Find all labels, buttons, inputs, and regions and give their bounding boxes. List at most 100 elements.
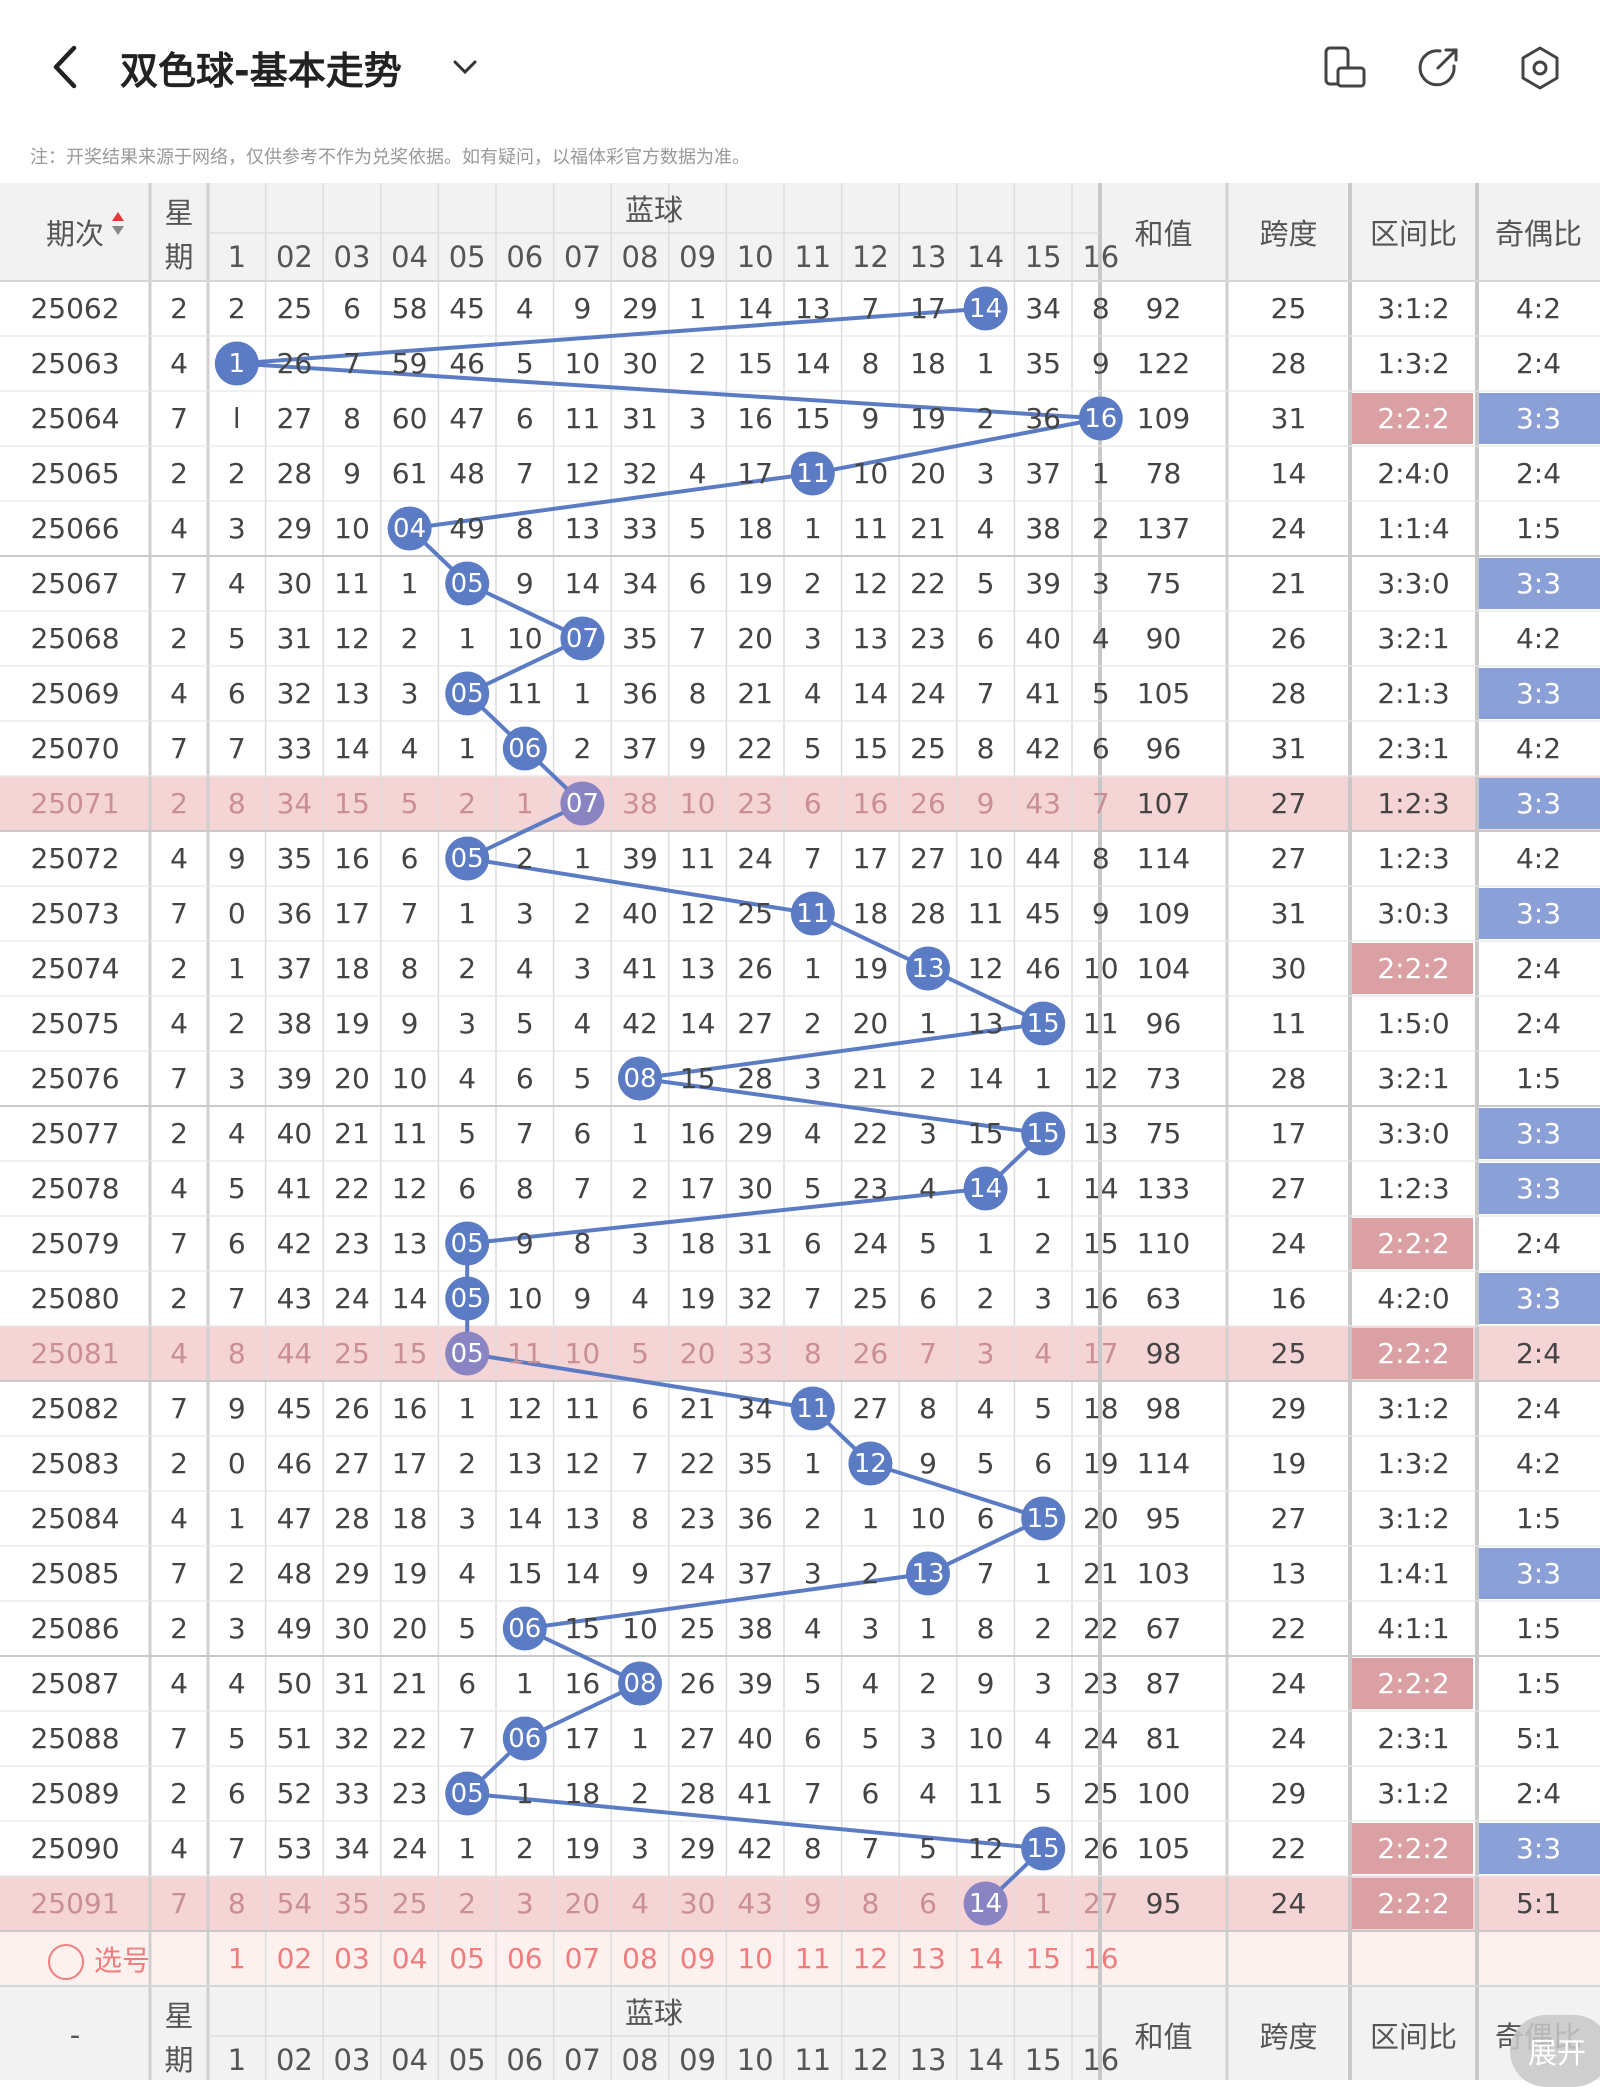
miss-count: 11: [679, 842, 716, 875]
miss-count: 25: [852, 1282, 889, 1315]
zone-highlight: [1350, 1823, 1473, 1874]
sort-icon[interactable]: [112, 212, 124, 235]
odd-even-cell: 5:1: [1515, 1887, 1562, 1920]
odd-even-highlight: [1477, 778, 1600, 829]
miss-count: 10: [506, 622, 543, 655]
pick-number[interactable]: 09: [679, 1942, 716, 1975]
pick-number[interactable]: 03: [334, 1942, 370, 1975]
odd-even-cell: 3:3: [1515, 1832, 1562, 1865]
miss-count: 1: [1034, 1557, 1053, 1590]
miss-count: 1: [803, 512, 822, 545]
miss-count: 43: [276, 1282, 313, 1315]
pick-number[interactable]: 08: [622, 1942, 658, 1975]
miss-count: 13: [564, 512, 601, 545]
miss-count: 12: [967, 1832, 1004, 1865]
period-cell: 25068: [30, 622, 120, 655]
weekday-cell: 2: [170, 1612, 188, 1645]
blue-ball-number: 05: [450, 568, 484, 599]
settings-icon[interactable]: [1516, 44, 1564, 92]
miss-count: 15: [1082, 1227, 1119, 1260]
pick-number[interactable]: 13: [910, 1942, 946, 1975]
miss-count: 42: [622, 1007, 658, 1040]
miss-count: 14: [1082, 1172, 1119, 1205]
miss-count: 3: [631, 1832, 649, 1865]
weekday-cell: 4: [170, 1007, 188, 1040]
pick-number[interactable]: 04: [391, 1942, 428, 1975]
expand-button[interactable]: 展开: [1510, 2015, 1600, 2087]
miss-count: 9: [803, 1887, 822, 1920]
header-blue-number: 08: [621, 240, 659, 274]
zone-ratio-cell: 1:2:3: [1377, 842, 1450, 875]
pick-number[interactable]: 15: [1025, 1942, 1061, 1975]
sum-cell: 98: [1145, 1392, 1182, 1425]
odd-even-cell: 3:3: [1515, 1557, 1562, 1590]
chevron-down-icon[interactable]: [450, 52, 480, 82]
miss-count: 2: [1034, 1612, 1053, 1645]
pick-number[interactable]: 02: [276, 1942, 313, 1975]
pick-number[interactable]: 10: [737, 1942, 773, 1975]
pick-number[interactable]: 14: [967, 1942, 1004, 1975]
miss-count: 5: [1034, 1392, 1053, 1425]
pick-number[interactable]: 11: [794, 1942, 831, 1975]
blue-ball: [1021, 1496, 1066, 1541]
zone-ratio-cell: 2:2:2: [1377, 1337, 1450, 1370]
miss-count: 31: [622, 402, 658, 435]
blue-ball-number: 15: [1026, 1833, 1060, 1864]
miss-count: 10: [910, 1502, 946, 1535]
pick-number[interactable]: 05: [449, 1942, 485, 1975]
blue-ball-number: 11: [796, 458, 830, 489]
miss-count: 37: [737, 1557, 773, 1590]
footer-weekday-1: 星: [164, 1998, 194, 2033]
phone-landscape-icon[interactable]: [1320, 44, 1368, 92]
pick-radio[interactable]: [48, 1944, 84, 1980]
miss-count: 4: [227, 567, 246, 600]
miss-count: 3: [1091, 567, 1110, 600]
footer-period: -: [69, 2018, 81, 2052]
trend-table: 期次星期蓝球 1 02 03 04 05 06 07 08 09 10 11 12 13 14 15 16 和值跨…: [0, 183, 1600, 2080]
highlight-row-bg: [0, 1326, 1600, 1381]
sum-cell: 104: [1136, 952, 1191, 985]
share-icon[interactable]: [1414, 44, 1462, 92]
miss-count: 26: [910, 787, 946, 820]
sum-cell: 98: [1145, 1337, 1182, 1370]
miss-count: 5: [515, 1007, 534, 1040]
sum-cell: 78: [1145, 457, 1182, 490]
miss-count: 13: [852, 622, 889, 655]
pick-number[interactable]: 06: [506, 1942, 543, 1975]
span-cell: 25: [1270, 1337, 1307, 1370]
miss-count: 1: [458, 1832, 477, 1865]
odd-even-highlight: [1477, 1163, 1600, 1214]
weekday-cell: 2: [170, 952, 188, 985]
header-weekday-1: 星: [164, 195, 194, 230]
span-cell: 31: [1270, 402, 1307, 435]
period-cell: 25070: [30, 732, 120, 765]
miss-count: 8: [861, 1887, 880, 1920]
miss-count: 4: [919, 1172, 937, 1205]
back-arrow-icon[interactable]: [42, 42, 92, 92]
weekday-cell: 7: [170, 1887, 188, 1920]
miss-count: 28: [334, 1502, 370, 1535]
miss-count: 1: [1034, 1062, 1053, 1095]
period-cell: 25062: [30, 292, 120, 325]
miss-count: 36: [276, 897, 313, 930]
miss-count: 44: [276, 1337, 313, 1370]
miss-count: 18: [1082, 1392, 1119, 1425]
pick-number[interactable]: 16: [1082, 1942, 1119, 1975]
miss-count: 16: [737, 402, 773, 435]
period-cell: 25064: [30, 402, 120, 435]
pick-number[interactable]: 12: [852, 1942, 889, 1975]
miss-count: 24: [334, 1282, 370, 1315]
blue-ball-number: 16: [1084, 403, 1118, 434]
pick-number[interactable]: 1: [227, 1942, 246, 1975]
blue-ball: [502, 1716, 547, 1761]
miss-count: 8: [861, 347, 880, 380]
blue-ball: [790, 451, 835, 496]
miss-count: 15: [564, 1612, 601, 1645]
miss-count: 10: [334, 512, 370, 545]
miss-count: 3: [919, 1117, 937, 1150]
span-cell: 22: [1270, 1612, 1307, 1645]
pick-number[interactable]: 07: [564, 1942, 601, 1975]
blue-ball-number: 15: [1026, 1118, 1060, 1149]
miss-count: 8: [227, 1337, 246, 1370]
zone-ratio-cell: 2:2:2: [1377, 402, 1450, 435]
